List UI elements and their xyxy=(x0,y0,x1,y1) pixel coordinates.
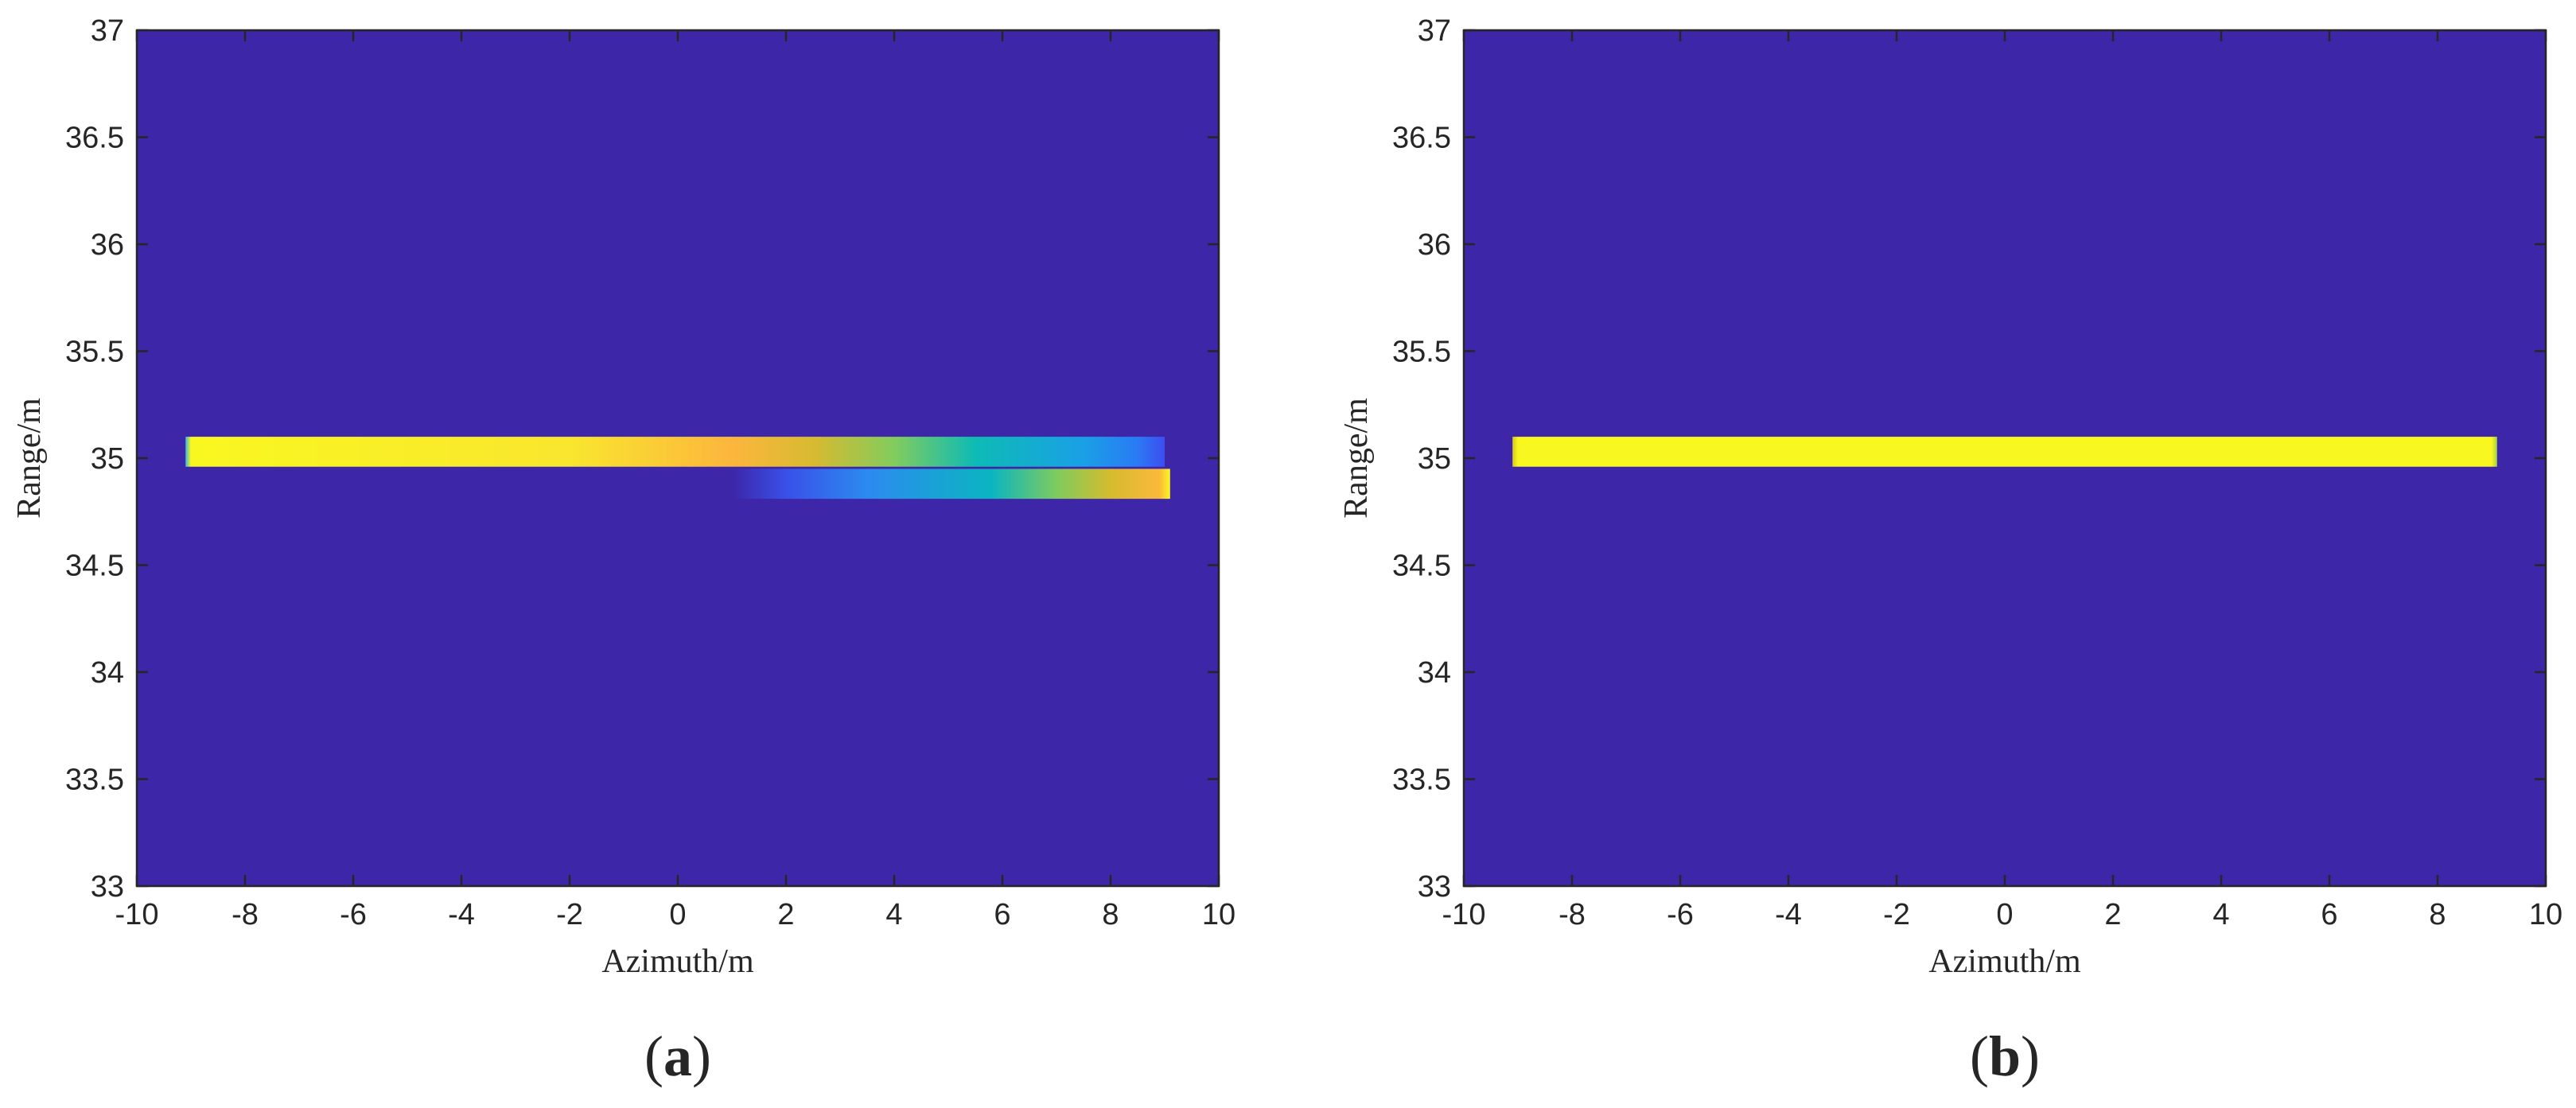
y-tick-label: 33.5 xyxy=(65,764,124,797)
x-tick-label: -4 xyxy=(448,898,475,931)
x-tick-label: 2 xyxy=(777,898,794,931)
x-tick-label: 10 xyxy=(2529,898,2562,931)
y-tick-label: 36 xyxy=(1418,228,1451,262)
y-tick-label: 33.5 xyxy=(1392,764,1451,797)
chart-panel-b: -10 -8 -6 -4 -2 0 2 4 6 8 10 33 33.5 34 34.5 35 35.5 36 3… xyxy=(1338,14,2562,1088)
y-tick-label: 34 xyxy=(91,656,124,690)
y-tick-label: 36.5 xyxy=(65,122,124,155)
y-tick-label: 37 xyxy=(91,14,124,48)
heatmap-stripe xyxy=(185,437,1165,467)
x-tick-label: -2 xyxy=(556,898,583,931)
chart-panel-a: -10 -8 -6 -4 -2 0 2 4 6 8 10 33 33.5 34 34.5 35 35.5 36 3… xyxy=(11,14,1235,1088)
x-tick-label: 4 xyxy=(2212,898,2229,931)
y-tick-label: 34.5 xyxy=(1392,550,1451,583)
heatmap-stripe xyxy=(1512,437,2497,467)
x-tick-label: 6 xyxy=(2321,898,2337,931)
x-tick-label: -8 xyxy=(1558,898,1586,931)
y-tick-label: 33 xyxy=(1418,870,1451,904)
y-tick-label: 36.5 xyxy=(1392,122,1451,155)
y-axis-label-b: Range/m xyxy=(1338,398,1375,519)
x-tick-label: 2 xyxy=(2104,898,2121,931)
x-tick-label: 6 xyxy=(994,898,1010,931)
panel-label-a: (a) xyxy=(644,1024,711,1088)
y-tick-label: 35 xyxy=(91,442,124,476)
x-axis-label-b: Azimuth/m xyxy=(1928,943,2081,980)
y-tick-label: 33 xyxy=(91,870,124,904)
x-tick-label: -6 xyxy=(340,898,367,931)
x-tick-label: 0 xyxy=(1996,898,2013,931)
y-axis-label-a: Range/m xyxy=(11,398,48,519)
panel-label-b: (b) xyxy=(1970,1024,2040,1088)
y-tick-label: 35.5 xyxy=(65,336,124,369)
x-tick-label: -6 xyxy=(1667,898,1694,931)
x-tick-label: 8 xyxy=(2429,898,2446,931)
y-tick-label: 34.5 xyxy=(65,550,124,583)
heatmap-stripe xyxy=(732,468,1170,500)
x-axis-label-a: Azimuth/m xyxy=(601,943,754,980)
x-tick-label: -10 xyxy=(1442,898,1486,931)
y-tick-label: 37 xyxy=(1418,14,1451,48)
x-tick-label: -10 xyxy=(115,898,159,931)
y-tick-label: 35 xyxy=(1418,442,1451,476)
y-tick-label: 36 xyxy=(91,228,124,262)
x-tick-label: 10 xyxy=(1202,898,1235,931)
x-tick-label: -2 xyxy=(1883,898,1910,931)
x-tick-label: -4 xyxy=(1775,898,1802,931)
x-tick-label: 0 xyxy=(669,898,686,931)
y-tick-label: 35.5 xyxy=(1392,336,1451,369)
x-tick-label: 4 xyxy=(885,898,902,931)
x-tick-label: -8 xyxy=(232,898,259,931)
x-tick-label: 8 xyxy=(1102,898,1119,931)
y-tick-label: 34 xyxy=(1418,656,1451,690)
